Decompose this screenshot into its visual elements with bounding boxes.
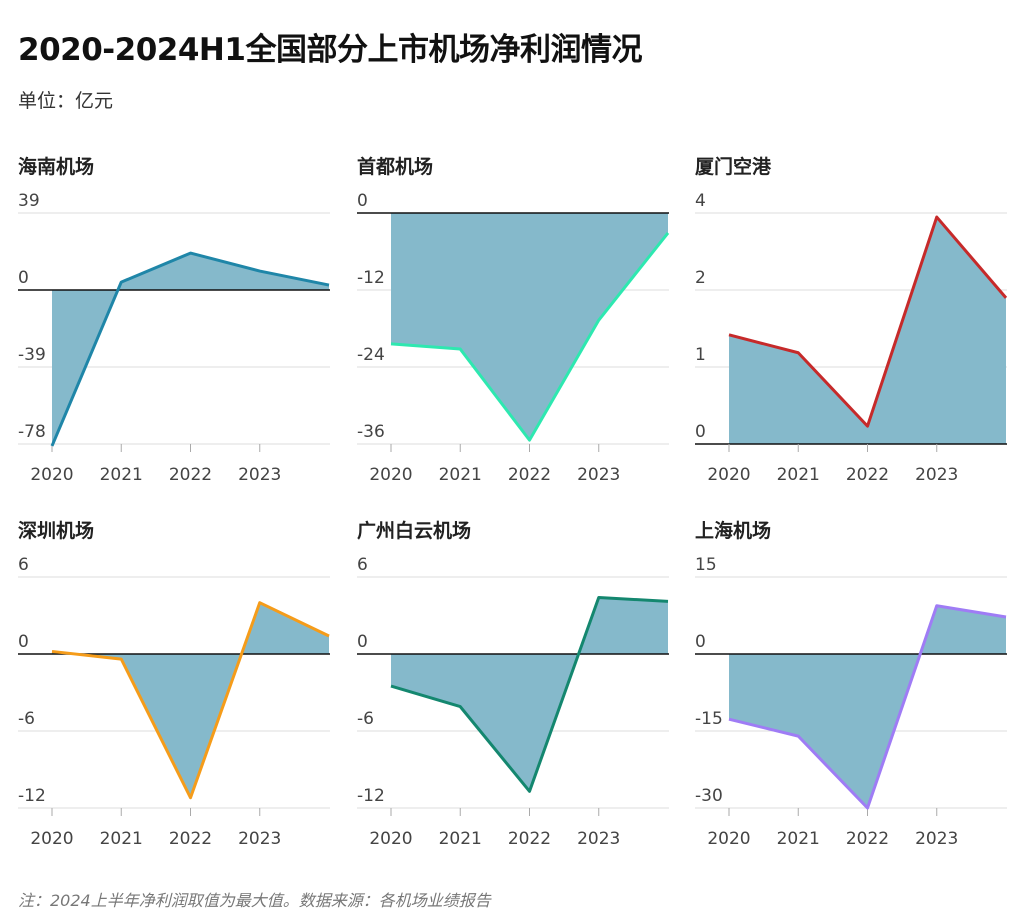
x-tick-label: 2021 xyxy=(100,829,143,849)
y-tick-label: 0 xyxy=(18,632,29,652)
y-tick-label: -12 xyxy=(18,786,46,806)
panel-title: 广州白云机场 xyxy=(357,520,472,542)
y-tick-label: -6 xyxy=(18,709,35,729)
x-tick-label: 2022 xyxy=(508,829,551,849)
y-tick-label: 0 xyxy=(357,191,368,211)
x-tick-label: 2021 xyxy=(100,465,143,485)
y-tick-label: -36 xyxy=(357,422,385,442)
page-title: 2020-2024H1全国部分上市机场净利润情况 xyxy=(18,32,642,68)
x-tick-label: 2022 xyxy=(508,465,551,485)
y-tick-label: -78 xyxy=(18,422,46,442)
x-tick-label: 2022 xyxy=(169,829,212,849)
y-tick-label: 0 xyxy=(18,268,29,288)
x-tick-label: 2020 xyxy=(30,829,73,849)
x-tick-label: 2022 xyxy=(846,465,889,485)
panel-chart: 39 0 -39 -78 2020 2021 2022 2023 xyxy=(18,191,330,485)
x-tick-label: 2022 xyxy=(846,829,889,849)
x-tick-label: 2023 xyxy=(238,465,281,485)
y-tick-label: 0 xyxy=(695,632,706,652)
y-tick-label: 6 xyxy=(18,555,29,575)
y-tick-label: 6 xyxy=(357,555,368,575)
x-tick-label: 2023 xyxy=(915,829,958,849)
x-tick-label: 2020 xyxy=(369,829,412,849)
y-tick-label: -12 xyxy=(357,268,385,288)
y-tick-label: -6 xyxy=(357,709,374,729)
panel-chart: 4 2 1 0 2020 2021 2022 2023 xyxy=(695,191,1008,485)
area-fill xyxy=(729,605,1006,808)
panel-chart: 15 0 -15 -30 2020 2021 2022 2023 xyxy=(695,555,1007,849)
x-tick-label: 2023 xyxy=(577,829,620,849)
x-tick-label: 2021 xyxy=(777,465,820,485)
footnote: 注：2024上半年净利润取值为最大值。数据来源：各机场业绩报告 xyxy=(18,891,491,910)
x-tick-label: 2023 xyxy=(915,465,958,485)
x-tick-label: 2023 xyxy=(238,829,281,849)
area-fill xyxy=(391,213,668,441)
x-tick-label: 2020 xyxy=(30,465,73,485)
y-tick-label: 1 xyxy=(695,345,706,365)
panel-title: 深圳机场 xyxy=(18,520,95,542)
x-tick-label: 2020 xyxy=(369,465,412,485)
x-tick-label: 2021 xyxy=(777,829,820,849)
x-tick-label: 2020 xyxy=(707,829,750,849)
y-tick-label: 2 xyxy=(695,268,706,288)
y-tick-label: -30 xyxy=(695,786,723,806)
panel-title: 厦门空港 xyxy=(695,156,772,178)
x-tick-label: 2021 xyxy=(439,829,482,849)
x-tick-label: 2021 xyxy=(439,465,482,485)
unit-label: 单位：亿元 xyxy=(18,90,114,112)
y-tick-label: 0 xyxy=(695,422,706,442)
y-tick-label: -12 xyxy=(357,786,385,806)
panel-title: 首都机场 xyxy=(357,156,434,178)
y-tick-label: 39 xyxy=(18,191,40,211)
x-tick-label: 2023 xyxy=(577,465,620,485)
y-tick-label: 0 xyxy=(357,632,368,652)
x-tick-label: 2022 xyxy=(169,465,212,485)
panel-title: 上海机场 xyxy=(695,520,772,542)
panel-chart: 6 0 -6 -12 2020 2021 2022 2023 xyxy=(18,555,330,849)
y-tick-label: 4 xyxy=(695,191,706,211)
y-tick-label: 15 xyxy=(695,555,717,575)
panel-title: 海南机场 xyxy=(18,156,95,178)
area-fill xyxy=(52,602,329,798)
x-tick-label: 2020 xyxy=(707,465,750,485)
panel-chart: 6 0 -6 -12 2020 2021 2022 2023 xyxy=(357,555,669,849)
panel-chart: 0 -12 -24 -36 2020 2021 2022 2023 xyxy=(357,191,670,485)
area-fill xyxy=(729,217,1006,444)
area-fill xyxy=(391,597,668,792)
y-tick-label: -24 xyxy=(357,345,385,365)
y-tick-label: -15 xyxy=(695,709,723,729)
y-tick-label: -39 xyxy=(18,345,46,365)
